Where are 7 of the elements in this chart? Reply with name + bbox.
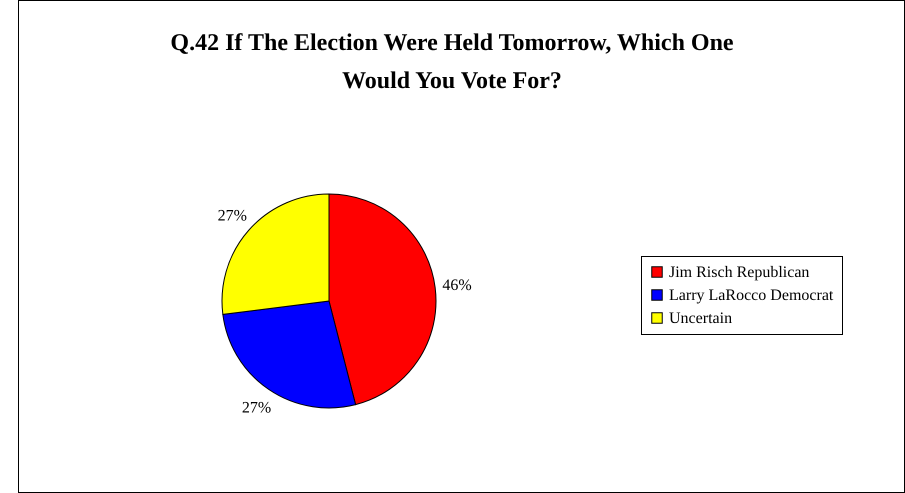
chart-title: Q.42 If The Election Were Held Tomorrow, Which One Would You Vote For? bbox=[170, 30, 734, 94]
legend-label: Larry LaRocco Democrat bbox=[669, 287, 834, 304]
data-label: 46% bbox=[442, 276, 472, 294]
data-label: 27% bbox=[242, 400, 272, 417]
data-label: 27% bbox=[218, 208, 247, 225]
legend-label: Uncertain bbox=[669, 310, 732, 327]
legend-label: Jim Risch Republican bbox=[669, 264, 810, 281]
